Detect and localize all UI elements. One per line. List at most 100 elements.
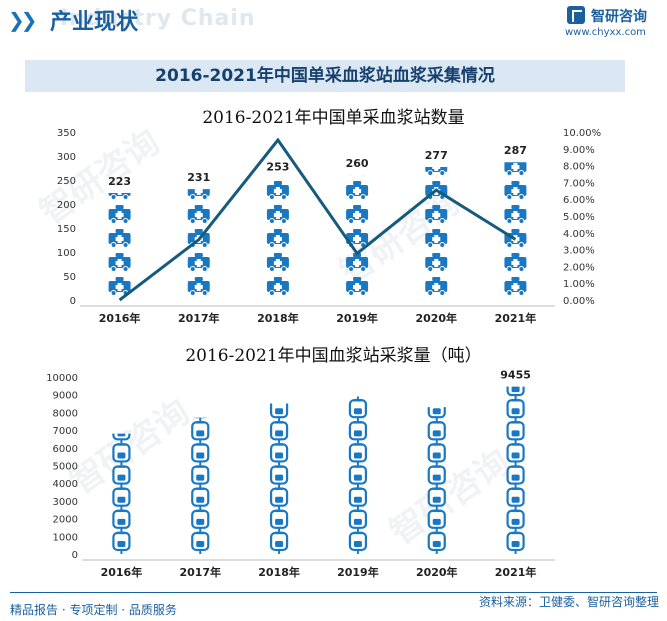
blood-bag-fill [432, 518, 441, 525]
ambulance-wheel [518, 242, 525, 248]
blood-bag-icon [348, 531, 368, 554]
partial-icon [187, 189, 210, 200]
ambulance-wheel [360, 290, 367, 296]
ambulance-wheel [506, 242, 513, 248]
ambulance-siren [194, 253, 203, 257]
bar [269, 403, 289, 554]
ambulance-icon [187, 205, 210, 224]
blood-bag-outline [350, 378, 366, 395]
ambulance-siren [353, 277, 362, 281]
ambulance-cross-h [194, 189, 203, 193]
ambulance-cross-h [115, 261, 124, 265]
x-tick-label: 2016年 [101, 565, 143, 579]
ambulance-wheel [439, 242, 446, 248]
y2-tick-label: 4.00% [563, 229, 595, 240]
ambulance-wheel [268, 218, 275, 224]
blood-bag-fill [432, 496, 441, 503]
blood-bag-icon [269, 531, 289, 554]
data-label: 287 [504, 144, 527, 157]
y-tick-label: 4000 [53, 479, 78, 490]
blood-bag-icon [112, 509, 131, 532]
y-tick-label: 0 [72, 550, 78, 561]
blood-bag-fill [354, 386, 362, 392]
blood-bag-fill [117, 496, 126, 503]
x-tick-label: 2019年 [336, 311, 378, 325]
growth-rate-line [118, 137, 517, 302]
blood-bag-fill [196, 540, 205, 547]
ambulance-icon [108, 277, 131, 296]
partial-icon [350, 378, 366, 400]
ambulance-cross-h [273, 261, 282, 265]
ambulance-wheel [280, 290, 287, 296]
blood-bag-icon [348, 398, 368, 422]
ambulance-wheel [348, 218, 355, 224]
y2-tick-label: 3.00% [563, 246, 595, 257]
ambulance-cross-h [432, 237, 441, 241]
blood-bag-fill [117, 518, 126, 525]
y-tick-label: 1000 [53, 532, 78, 543]
bar [506, 386, 525, 554]
ambulance-wheel [518, 290, 525, 296]
ambulance-cross-h [432, 285, 441, 289]
ambulance-wheel [268, 266, 275, 272]
ambulance-wheel [201, 266, 208, 272]
y-tick-label: 8000 [53, 408, 78, 419]
data-label: 277 [425, 149, 448, 162]
blood-bag-fill [432, 452, 441, 459]
ambulance-wheel [518, 194, 525, 200]
ambulance-wheel [427, 290, 434, 296]
ambulance-siren [115, 277, 124, 281]
blood-bag-fill [117, 474, 126, 481]
ambulance-wheel [122, 194, 129, 200]
blood-bag-icon [348, 487, 368, 510]
x-tick-label: 2018年 [258, 565, 300, 579]
y2-tick-label: 8.00% [563, 162, 595, 173]
ambulance-cross-v [117, 192, 122, 195]
x-tick-label: 2017年 [178, 311, 220, 325]
double-chevron-icon: ❯❯ [8, 8, 37, 32]
ambulance-cross-h [432, 167, 441, 169]
blood-bag-icon [191, 421, 210, 444]
y-tick-label: 10000 [46, 373, 78, 384]
y2-tick-label: 0.00% [563, 296, 595, 307]
blood-bag-fill [196, 496, 205, 503]
blood-bag-fill [432, 430, 441, 437]
bar [112, 433, 131, 554]
blood-bag-fill [196, 452, 205, 459]
bar [348, 378, 368, 554]
ambulance-cross-h [115, 285, 124, 289]
blood-bag-icon [506, 398, 525, 422]
x-tick-label: 2021年 [495, 565, 537, 579]
partial-icon [108, 192, 131, 200]
ambulance-cross-h [353, 213, 362, 217]
ambulance-cross-h [353, 237, 362, 241]
ambulance-wheel [201, 194, 208, 200]
ambulance-wheel [189, 290, 196, 296]
ambulance-wheel [268, 290, 275, 296]
blood-bag-icon [269, 487, 289, 510]
ambulance-wheel [427, 242, 434, 248]
y-tick-label: 250 [57, 176, 76, 187]
ambulance-wheel [280, 266, 287, 272]
blood-bag-fill [511, 540, 520, 547]
ambulance-siren [115, 229, 124, 233]
blood-bag-icon [506, 487, 525, 510]
ambulance-icon [266, 253, 289, 272]
blood-bag-fill [117, 433, 126, 437]
y-tick-label: 300 [57, 152, 76, 163]
y-tick-label: 150 [57, 224, 76, 235]
blood-bag-icon [506, 443, 525, 466]
bar [187, 189, 210, 296]
ambulance-cross-h [511, 213, 520, 217]
partial-icon [506, 386, 525, 400]
ambulance-wheel [518, 266, 525, 272]
ambulance-cross-h [115, 237, 124, 241]
blood-bag-fill [117, 540, 126, 547]
ambulance-wheel [348, 266, 355, 272]
blood-bag-fill [353, 408, 362, 415]
x-tick-label: 2020年 [415, 311, 457, 325]
chart-title-stations: 2016-2021年中国单采血浆站数量 [202, 108, 465, 128]
bar [425, 167, 448, 296]
logo-url: www.chyxx.com [565, 27, 646, 38]
ambulance-wheel [518, 218, 525, 224]
